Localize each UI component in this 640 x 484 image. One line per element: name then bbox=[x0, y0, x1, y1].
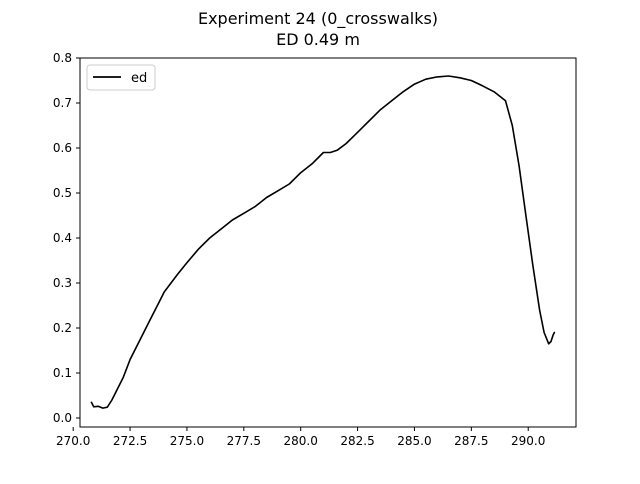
x-tick-label: 275.0 bbox=[170, 434, 204, 448]
y-tick-label: 0.6 bbox=[53, 141, 72, 155]
axes: 270.0 272.5 275.0 277.5 280.0 282.5 285.0 287.5… bbox=[53, 51, 545, 448]
y-tick-label: 0.0 bbox=[53, 411, 72, 425]
x-tick-label: 287.5 bbox=[454, 434, 488, 448]
y-tick-label: 0.1 bbox=[53, 366, 72, 380]
y-tick-label: 0.7 bbox=[53, 96, 72, 110]
legend-label-ed: ed bbox=[131, 71, 147, 86]
x-tick-label: 280.0 bbox=[284, 434, 318, 448]
chart-title: Experiment 24 (0_crosswalks) bbox=[198, 9, 438, 29]
y-tick-label: 0.8 bbox=[53, 51, 72, 65]
y-tick-label: 0.3 bbox=[53, 276, 72, 290]
y-tick-label: 0.2 bbox=[53, 321, 72, 335]
chart-subtitle: ED 0.49 m bbox=[276, 30, 360, 49]
x-tick-label: 272.5 bbox=[113, 434, 147, 448]
x-tick-label: 277.5 bbox=[227, 434, 261, 448]
plot-frame bbox=[79, 57, 577, 428]
x-tick-label: 290.0 bbox=[511, 434, 545, 448]
x-tick-label: 285.0 bbox=[397, 434, 431, 448]
x-tick-label: 282.5 bbox=[340, 434, 374, 448]
y-tick-label: 0.4 bbox=[53, 231, 72, 245]
series-line-ed bbox=[90, 75, 556, 409]
legend: ed bbox=[86, 64, 156, 91]
series-layer bbox=[90, 75, 556, 409]
x-tick-label: 270.0 bbox=[56, 434, 90, 448]
y-tick-label: 0.5 bbox=[53, 186, 72, 200]
